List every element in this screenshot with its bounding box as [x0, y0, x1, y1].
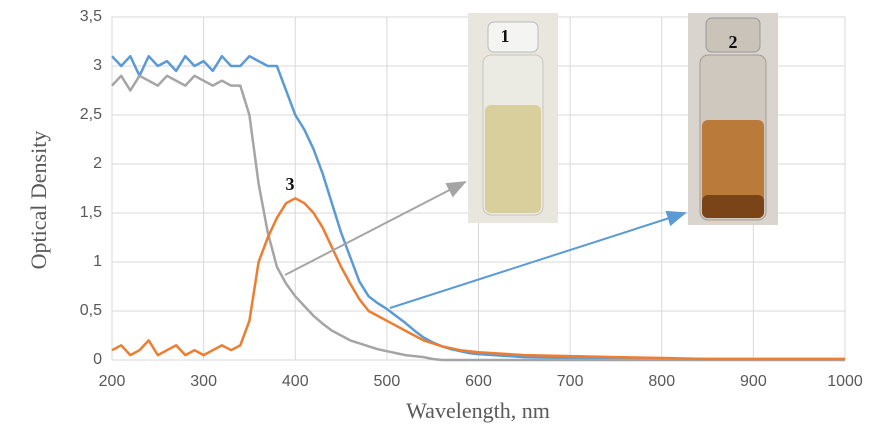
arrow — [284, 181, 467, 276]
x-tick-label: 1000 — [827, 373, 863, 390]
x-tick-label: 800 — [648, 373, 675, 390]
y-tick-label: 1,5 — [80, 204, 102, 221]
annotation: 2 — [729, 32, 738, 52]
x-tick-label: 200 — [99, 373, 126, 390]
series-line — [111, 74, 845, 362]
y-tick-label: 0 — [93, 351, 102, 368]
y-tick-label: 3 — [93, 57, 102, 74]
x-tick-label: 900 — [740, 373, 767, 390]
x-tick-label: 300 — [190, 373, 217, 390]
annotation: 1 — [501, 26, 510, 46]
y-tick-label: 2 — [93, 155, 102, 172]
x-tick-label: 500 — [374, 373, 401, 390]
x-tick-label: 600 — [465, 373, 492, 390]
y-tick-label: 2,5 — [80, 106, 102, 123]
y-tick-label: 1 — [93, 253, 102, 270]
lines — [111, 54, 845, 362]
photo-2 — [688, 13, 778, 225]
annotation: 3 — [286, 174, 295, 194]
x-axis-title: Wavelength, nm — [406, 398, 550, 423]
y-tick-label: 3,5 — [80, 8, 102, 25]
x-tick-label: 700 — [557, 373, 584, 390]
arrow — [389, 210, 687, 309]
series-line — [111, 197, 845, 361]
y-axis-title: Optical Density — [26, 131, 51, 270]
photo-1 — [468, 13, 558, 223]
x-tick-label: 400 — [282, 373, 309, 390]
series-line — [111, 54, 845, 361]
y-tick-label: 0,5 — [80, 302, 102, 319]
